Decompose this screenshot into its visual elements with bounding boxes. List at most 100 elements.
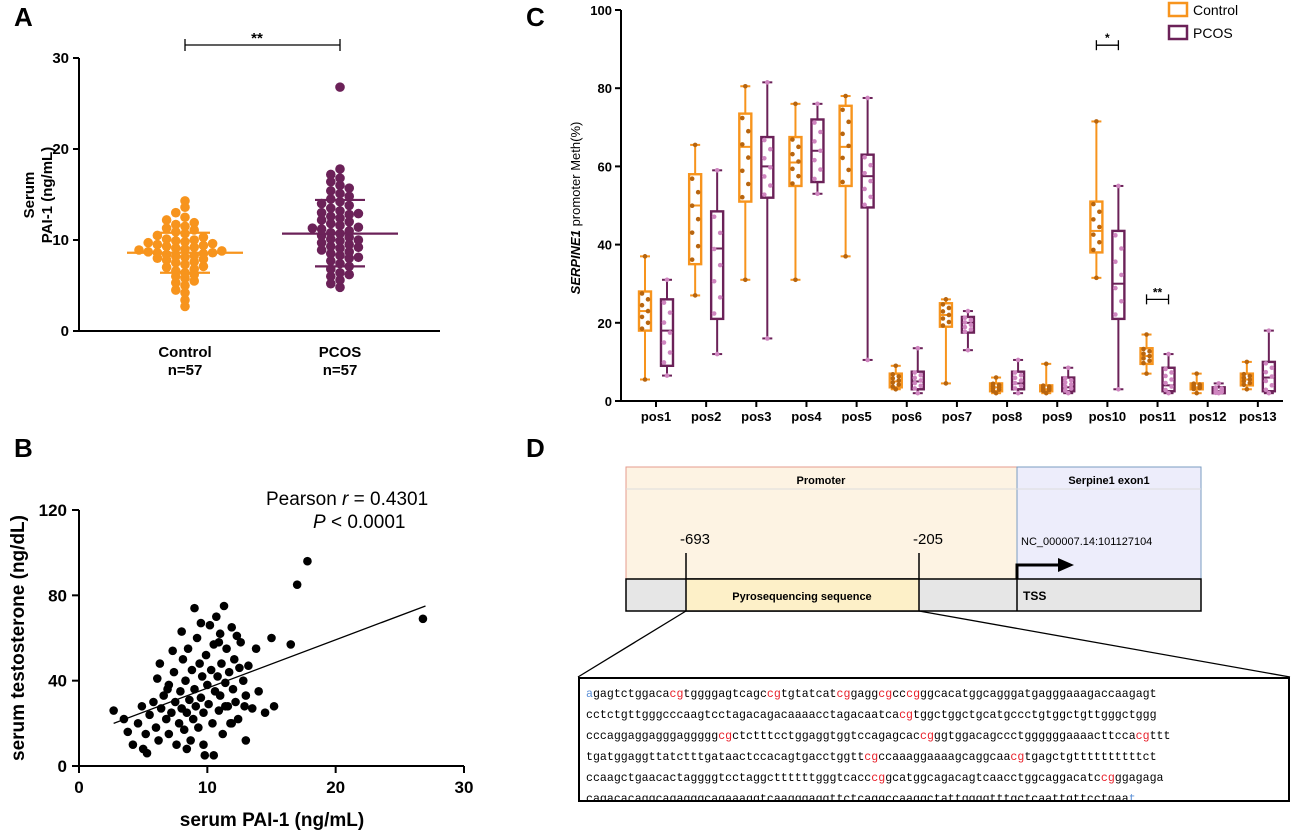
panel-c-axes <box>620 10 1283 402</box>
c-point <box>846 119 851 125</box>
b-point <box>197 672 207 681</box>
a-y-tick-label: 0 <box>61 323 69 340</box>
panel-letter-a: A <box>14 2 33 32</box>
b-point <box>172 740 181 749</box>
b-point <box>109 706 118 715</box>
a-y-tick-label: 10 <box>52 232 69 249</box>
c-point <box>645 320 651 326</box>
b-point <box>267 633 276 643</box>
c-point <box>893 363 899 369</box>
c-y-tick-label: 20 <box>598 316 612 331</box>
c-x-tick-label: pos12 <box>1189 409 1227 424</box>
b-x-tick-label: 20 <box>326 778 345 797</box>
panel-c-y-label: SERPINE1 promoter Meth(%) <box>568 122 583 295</box>
a-point <box>326 248 336 259</box>
c-point <box>918 383 924 389</box>
a-point <box>307 223 318 233</box>
a-point <box>344 247 355 257</box>
c-point <box>843 93 848 99</box>
b-point <box>192 633 202 643</box>
c-point <box>890 372 896 377</box>
c-x-tick-label: pos13 <box>1239 409 1277 424</box>
c-point <box>1166 390 1171 396</box>
promoter-region <box>625 466 1018 580</box>
b-point <box>163 684 172 694</box>
b-point <box>215 691 225 700</box>
c-point <box>1012 380 1018 386</box>
c-point <box>1119 246 1124 251</box>
c-point <box>1269 374 1275 379</box>
c-point <box>812 176 817 182</box>
c-point <box>642 377 648 382</box>
sequence-segment: ctctttcctggaggtggtccagagcac <box>732 730 920 743</box>
c-point <box>915 390 921 396</box>
c-point <box>1163 366 1168 372</box>
b-point <box>221 701 230 711</box>
c-point <box>1213 385 1218 390</box>
a-point <box>335 282 345 293</box>
a-point <box>326 278 336 289</box>
sequence-segment: tgtatcat <box>780 688 837 701</box>
c-point <box>1263 361 1269 366</box>
c-point <box>762 137 767 143</box>
c-point <box>940 309 946 314</box>
b-point <box>227 623 237 632</box>
a-point <box>171 236 181 246</box>
b-point <box>151 723 161 732</box>
c-point <box>768 146 773 152</box>
b-point <box>195 659 204 668</box>
c-point <box>790 166 795 172</box>
c-point <box>840 179 845 185</box>
c-point <box>1097 209 1102 215</box>
a-point <box>171 251 181 262</box>
a-point <box>180 221 190 232</box>
c-point <box>890 376 896 381</box>
b-point <box>240 701 249 711</box>
panel-a-error-bars <box>127 198 398 274</box>
c-point <box>639 326 645 331</box>
c-point <box>1147 358 1152 364</box>
c-point <box>1263 387 1269 393</box>
c-point <box>1197 382 1202 387</box>
c-point <box>940 316 946 321</box>
b-point <box>196 693 206 703</box>
a-category-label: Control <box>158 344 211 361</box>
c-point <box>714 168 720 173</box>
cpg-site: cg <box>1135 730 1150 743</box>
c-point <box>1043 390 1049 396</box>
b-point <box>232 631 242 641</box>
tss-label: TSS <box>1023 589 1046 603</box>
c-point <box>717 262 723 268</box>
c-point <box>915 345 921 351</box>
c-x-tick-label: pos1 <box>641 409 671 424</box>
a-point <box>335 180 345 191</box>
b-point <box>206 665 216 675</box>
a-point <box>344 269 355 280</box>
a-y-tick-label: 20 <box>52 141 69 158</box>
c-point <box>1119 298 1124 304</box>
a-point <box>180 295 190 305</box>
panel-a-significance-bracket: ** <box>184 30 341 51</box>
c-point <box>893 386 899 392</box>
b-y-tick-label: 0 <box>58 757 67 776</box>
b-point <box>260 708 270 717</box>
c-point <box>664 277 670 283</box>
c-point <box>661 320 667 325</box>
c-point <box>818 167 823 172</box>
c-point <box>645 308 651 314</box>
c-point <box>711 278 717 284</box>
a-point <box>316 207 327 218</box>
panel-c-y-ticks: 0 20 40 60 80 100 <box>590 3 621 409</box>
c-point <box>968 322 974 328</box>
accession-label: NC_000007.14:101127104 <box>1021 536 1152 548</box>
c-point <box>1094 275 1099 281</box>
c-point <box>689 257 695 262</box>
c-point <box>717 230 723 236</box>
c-point <box>796 159 801 164</box>
a-point <box>326 186 336 196</box>
a-point <box>326 241 336 252</box>
c-point <box>1068 386 1074 391</box>
c-point <box>667 350 673 355</box>
c-point <box>692 142 698 148</box>
